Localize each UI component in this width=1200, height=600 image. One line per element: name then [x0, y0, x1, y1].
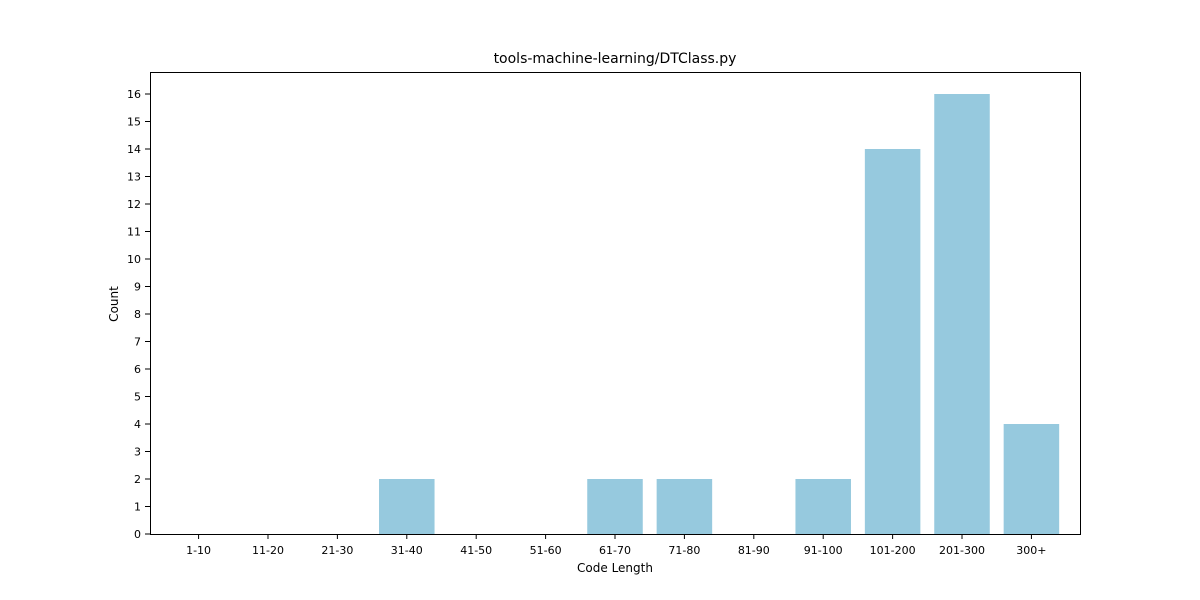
bar-71-80 — [657, 479, 713, 534]
x-tick-label: 91-100 — [804, 544, 843, 557]
y-tick-label: 1 — [134, 501, 141, 514]
y-tick-label: 3 — [134, 446, 141, 459]
x-tick-label: 21-30 — [321, 544, 353, 557]
y-tick-label: 10 — [127, 253, 141, 266]
y-tick-label: 0 — [134, 528, 141, 541]
y-tick-label: 12 — [127, 198, 141, 211]
y-tick-label: 4 — [134, 418, 141, 431]
x-tick-label: 81-90 — [738, 544, 770, 557]
y-tick-label: 16 — [127, 88, 141, 101]
x-tick-label: 11-20 — [252, 544, 284, 557]
bar-201-300 — [934, 94, 990, 534]
bar-61-70 — [587, 479, 643, 534]
x-tick-label: 41-50 — [460, 544, 492, 557]
y-tick-label: 2 — [134, 473, 141, 486]
x-tick-label: 71-80 — [668, 544, 700, 557]
y-tick-label: 7 — [134, 336, 141, 349]
y-tick-label: 9 — [134, 281, 141, 294]
y-tick-label: 11 — [127, 226, 141, 239]
bar-300+ — [1004, 424, 1060, 534]
x-tick-label: 300+ — [1016, 544, 1046, 557]
y-tick-label: 14 — [127, 143, 141, 156]
bar-91-100 — [795, 479, 851, 534]
bar-101-200 — [865, 149, 921, 534]
x-tick-label: 1-10 — [186, 544, 211, 557]
y-tick-label: 15 — [127, 116, 141, 129]
x-tick-label: 61-70 — [599, 544, 631, 557]
x-axis: 1-10 11-20 21-30 31-40 41-50 51-60 61-70 71-80 8… — [186, 534, 1046, 557]
y-tick-label: 13 — [127, 171, 141, 184]
x-axis-label: Code Length — [577, 561, 653, 575]
x-tick-label: 201-300 — [939, 544, 985, 557]
y-axis-label: Count — [107, 286, 121, 322]
x-tick-label: 31-40 — [391, 544, 423, 557]
x-tick-label: 101-200 — [870, 544, 916, 557]
chart-title: tools-machine-learning/DTClass.py — [494, 51, 737, 67]
y-tick-label: 5 — [134, 391, 141, 404]
y-tick-label: 8 — [134, 308, 141, 321]
y-tick-label: 6 — [134, 363, 141, 376]
x-tick-label: 51-60 — [530, 544, 562, 557]
bar-31-40 — [379, 479, 435, 534]
bars-group — [379, 94, 1059, 534]
